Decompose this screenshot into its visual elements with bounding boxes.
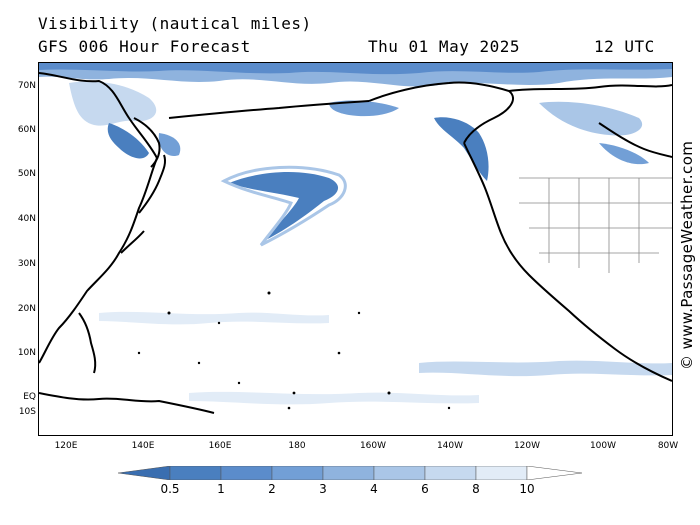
colorbar-segment-2 [220, 466, 273, 480]
lon-label-80w: 80W [657, 441, 679, 451]
lon-label-140w: 140W [436, 441, 464, 451]
mid-pacific-fog-streak [229, 171, 339, 241]
colorbar-segment-5 [373, 466, 426, 480]
tropical-scatter-west [99, 311, 329, 325]
legend-label-3: 3 [319, 482, 327, 496]
south-pacific-scatter [189, 391, 479, 405]
visibility-map[interactable] [38, 62, 673, 436]
colorbar-segment-7 [475, 466, 528, 480]
lat-label-10s: 10S [18, 407, 36, 417]
lat-label-70n: 70N [17, 81, 36, 91]
state-borders [519, 177, 672, 273]
colorbar-segment-6 [424, 466, 477, 480]
lon-label-160w: 160W [359, 441, 387, 451]
legend-label-4: 4 [370, 482, 378, 496]
lon-label-120e: 120E [54, 441, 78, 451]
siberia-visibility-patch [69, 81, 157, 126]
colorbar-segment-4 [322, 466, 375, 480]
legend-label-10: 10 [519, 482, 535, 496]
kamchatka-low-visibility [107, 123, 149, 159]
colorbar-low-arrow [118, 466, 171, 480]
legend-label-0-5: 0.5 [160, 482, 180, 496]
lat-label-10n: 10N [17, 348, 36, 358]
lon-label-100w: 100W [589, 441, 617, 451]
lon-label-140e: 140E [131, 441, 155, 451]
visibility-colorbar [118, 466, 583, 480]
legend-label-1: 1 [217, 482, 225, 496]
hudson-bay-patch [599, 143, 649, 165]
lon-label-120w: 120W [513, 441, 541, 451]
pacific-islands [137, 291, 451, 410]
passageweather-watermark: © www.PassageWeather.com [678, 140, 696, 370]
legend-label-6: 6 [421, 482, 429, 496]
canada-visibility-patch [539, 101, 643, 136]
lat-label-50n: 50N [17, 169, 36, 179]
map-title: Visibility (nautical miles) [38, 14, 312, 33]
lat-label-eq: EQ [23, 392, 36, 402]
lon-label-180: 180 [288, 441, 306, 451]
legend-label-2: 2 [268, 482, 276, 496]
map-canvas [39, 63, 672, 414]
lat-label-30n: 30N [17, 259, 36, 269]
lat-label-20n: 20N [17, 304, 36, 314]
forecast-time: 12 UTC [594, 37, 655, 56]
legend-label-8: 8 [472, 482, 480, 496]
tropical-scatter-east [419, 360, 672, 377]
lat-label-60n: 60N [17, 125, 36, 135]
lat-label-40n: 40N [17, 214, 36, 224]
arctic-dense-area [39, 63, 672, 75]
forecast-subtitle: GFS 006 Hour Forecast [38, 37, 251, 56]
sea-of-okhotsk-patch [158, 133, 181, 157]
alaska-coast-patch [329, 100, 399, 117]
forecast-date: Thu 01 May 2025 [368, 37, 520, 56]
colorbar-high-arrow [526, 466, 583, 480]
mid-pacific-fog-halo [220, 165, 347, 247]
coastlines [39, 72, 672, 414]
colorbar-segment-3 [271, 466, 324, 480]
lon-label-160e: 160E [208, 441, 232, 451]
colorbar-segment-1 [169, 466, 222, 480]
